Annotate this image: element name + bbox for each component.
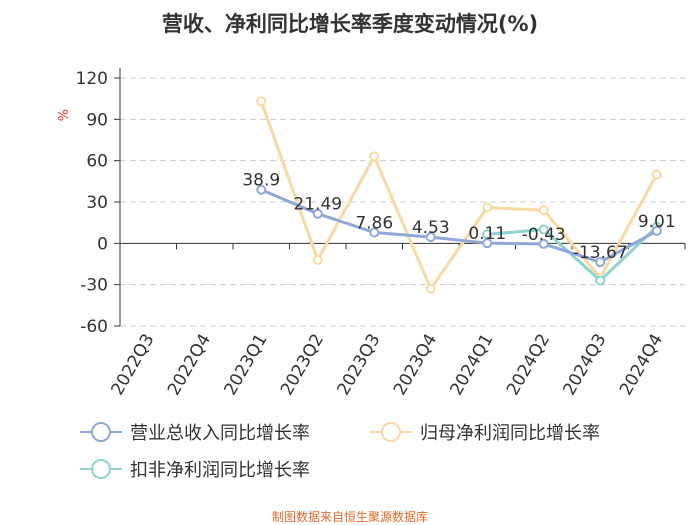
y-tick-label: -60 — [80, 317, 108, 337]
legend-label: 扣非净利润同比增长率 — [130, 460, 310, 481]
y-tick-label: 0 — [97, 234, 108, 254]
data-label: 9.01 — [638, 212, 676, 232]
data-label: -0.43 — [522, 225, 566, 245]
data-label: 7.86 — [355, 214, 393, 234]
data-point — [482, 202, 493, 213]
data-point — [595, 257, 606, 268]
x-tick-label: 2024Q3 — [560, 331, 611, 399]
legend-label: 营业总收入同比增长率 — [130, 423, 310, 444]
y-tick-label: 60 — [86, 152, 108, 172]
x-tick-label: 2024Q1 — [447, 331, 498, 399]
data-label: 0.11 — [468, 224, 506, 244]
series-line — [260, 188, 658, 264]
data-point — [312, 254, 323, 265]
data-point — [425, 283, 436, 294]
chart-title: 营收、净利同比增长率季度变动情况(%) — [161, 12, 539, 36]
y-tick-label: 30 — [86, 193, 108, 213]
legend-label: 归母净利润同比增长率 — [420, 423, 600, 444]
x-tick-label: 2023Q2 — [277, 331, 328, 399]
data-point — [651, 225, 662, 236]
legend-marker — [381, 422, 401, 442]
legend-marker — [91, 459, 111, 479]
x-tick-label: 2023Q4 — [390, 331, 441, 399]
data-point — [538, 238, 549, 249]
data-label: -13.67 — [573, 243, 628, 263]
series-line — [487, 225, 658, 283]
data-point — [312, 208, 323, 219]
y-tick-label: 90 — [86, 110, 108, 130]
legend-marker — [91, 422, 111, 442]
data-point — [256, 184, 267, 195]
x-tick-label: 2024Q2 — [503, 331, 554, 399]
data-point — [256, 96, 267, 107]
data-label: 21.49 — [293, 195, 342, 215]
source-note: 制图数据来自恒生聚源数据库 — [271, 510, 428, 524]
x-tick-label: 2023Q3 — [334, 331, 385, 399]
x-tick-label: 2023Q1 — [221, 331, 272, 399]
series-line — [259, 100, 659, 291]
y-tick-label: -30 — [80, 276, 108, 296]
data-point — [482, 238, 493, 249]
data-point — [425, 232, 436, 243]
y-axis-unit-label: % — [57, 109, 72, 121]
data-point — [369, 227, 380, 238]
x-tick-label: 2024Q4 — [616, 331, 667, 399]
data-point — [595, 275, 606, 286]
data-point — [369, 151, 380, 162]
y-tick-label: 120 — [76, 69, 108, 89]
x-tick-label: 2022Q3 — [108, 331, 159, 399]
data-label: 4.53 — [412, 218, 450, 238]
data-point — [538, 224, 549, 235]
data-label: 38.9 — [242, 171, 280, 191]
x-tick-label: 2022Q4 — [164, 331, 215, 399]
data-point — [538, 205, 549, 216]
data-point — [651, 169, 662, 180]
